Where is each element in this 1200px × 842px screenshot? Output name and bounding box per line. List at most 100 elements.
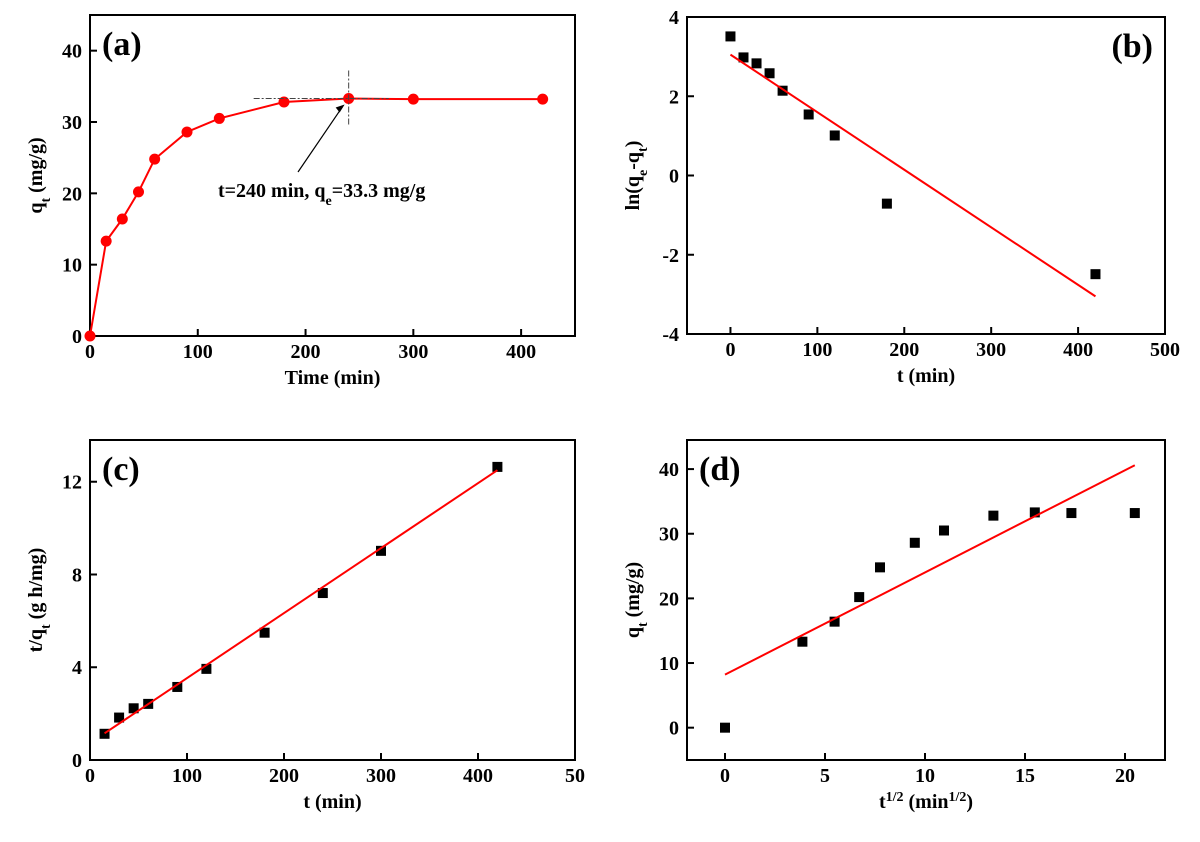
y-axis-label-part: t	[636, 622, 651, 627]
series-line	[724, 464, 1136, 676]
point	[1066, 508, 1077, 519]
y-tick-label: 12	[62, 472, 82, 494]
x-tick-label: 300	[398, 341, 428, 363]
x-axis-label: Time (min)	[285, 367, 381, 389]
point	[803, 109, 814, 120]
point	[376, 545, 386, 556]
x-tick-label: 100	[183, 341, 213, 363]
x-axis-label-part: (min	[904, 791, 949, 813]
x-axis-label: t (min)	[897, 365, 955, 387]
y-tick-label: 0	[669, 718, 679, 740]
x-tick-label: 0	[85, 765, 95, 787]
y-axis-label-part: (mg/g)	[25, 137, 47, 198]
y-tick-label: 0	[72, 326, 82, 348]
x-tick-label: 20	[1115, 765, 1135, 787]
x-axis-label-part: 1/2	[886, 790, 904, 805]
y-tick-label: 40	[62, 41, 82, 63]
x-tick-label: 10	[915, 765, 935, 787]
panel-label: (b)	[1111, 28, 1153, 65]
y-axis-label-part: (mg/g)	[622, 562, 644, 623]
point	[407, 93, 419, 105]
y-axis-label: qt (mg/g)	[622, 562, 651, 638]
point	[278, 96, 290, 108]
y-axis-label-part: (g h/mg)	[25, 548, 47, 625]
y-tick-label: 40	[659, 459, 679, 481]
point	[725, 31, 736, 42]
y-axis-label-part: ln(q	[622, 176, 644, 210]
y-axis-label: t/qt (g h/mg)	[25, 548, 54, 653]
x-tick-label: 50	[565, 765, 585, 787]
point	[537, 93, 549, 105]
point	[213, 112, 225, 124]
plot-frame	[89, 439, 576, 761]
point	[259, 627, 270, 638]
plot-frame	[89, 14, 576, 337]
x-axis-label-part: Time (min)	[285, 367, 381, 389]
point	[133, 186, 144, 198]
point	[720, 722, 730, 733]
y-axis-label-part: t	[39, 198, 54, 203]
point	[881, 198, 892, 209]
y-tick-label: 10	[659, 653, 679, 675]
point	[909, 537, 920, 548]
point	[829, 130, 840, 141]
point	[797, 636, 808, 647]
y-tick-label: 0	[669, 166, 679, 188]
point	[114, 712, 125, 723]
point	[751, 58, 762, 69]
x-axis-label: t (min)	[303, 791, 361, 813]
point	[764, 68, 775, 79]
x-tick-label: 300	[366, 765, 396, 787]
x-axis-label-part: 1/2	[949, 790, 967, 805]
y-tick-label: 10	[62, 255, 82, 277]
plot-frame	[686, 439, 1166, 761]
series-line	[89, 97, 543, 337]
series-line	[103, 469, 498, 735]
point	[988, 510, 999, 521]
x-tick-label: 0	[720, 765, 730, 787]
point	[875, 562, 885, 573]
y-axis-label-part: )	[622, 141, 644, 148]
x-tick-label: 400	[1063, 339, 1093, 361]
y-tick-label: 30	[659, 524, 679, 546]
x-tick-label: 400	[463, 765, 493, 787]
y-axis-label-part: t	[636, 147, 651, 152]
point	[116, 213, 128, 225]
point	[172, 681, 183, 692]
annotation-part: =33.3 mg/g	[332, 180, 426, 202]
x-tick-label: 300	[976, 339, 1006, 361]
x-axis-label: t1/2 (min1/2)	[879, 790, 973, 814]
y-axis-label-part: q	[25, 203, 47, 214]
y-axis-label-part: -q	[622, 152, 644, 170]
y-axis-label-part: t/q	[25, 629, 47, 652]
y-axis-label-part: t	[39, 624, 54, 629]
y-tick-label: 0	[72, 750, 82, 772]
point	[777, 85, 788, 96]
y-axis-label: ln(qe-qt)	[622, 141, 651, 211]
y-tick-label: -2	[662, 245, 679, 267]
series-line	[729, 53, 1097, 298]
point	[201, 663, 212, 674]
point	[181, 126, 193, 138]
x-axis-label-part: t (min)	[897, 365, 955, 387]
annotation: t=240 min, qe=33.3 mg/g	[218, 180, 425, 209]
x-tick-label: 400	[506, 341, 536, 363]
y-tick-label: 20	[62, 183, 82, 205]
y-tick-label: 30	[62, 112, 82, 134]
y-axis-label-part: e	[636, 170, 651, 176]
point	[738, 52, 749, 63]
x-tick-label: 15	[1015, 765, 1035, 787]
x-tick-label: 200	[291, 341, 321, 363]
point	[84, 330, 96, 342]
point	[1029, 507, 1040, 518]
annotation-part: e	[326, 194, 332, 209]
x-tick-label: 100	[802, 339, 832, 361]
point	[99, 728, 110, 739]
annotation-part: t=240 min, q	[218, 180, 326, 202]
point	[128, 703, 139, 714]
point	[1090, 269, 1101, 280]
annotation-arrow	[297, 106, 344, 173]
point	[939, 525, 949, 536]
